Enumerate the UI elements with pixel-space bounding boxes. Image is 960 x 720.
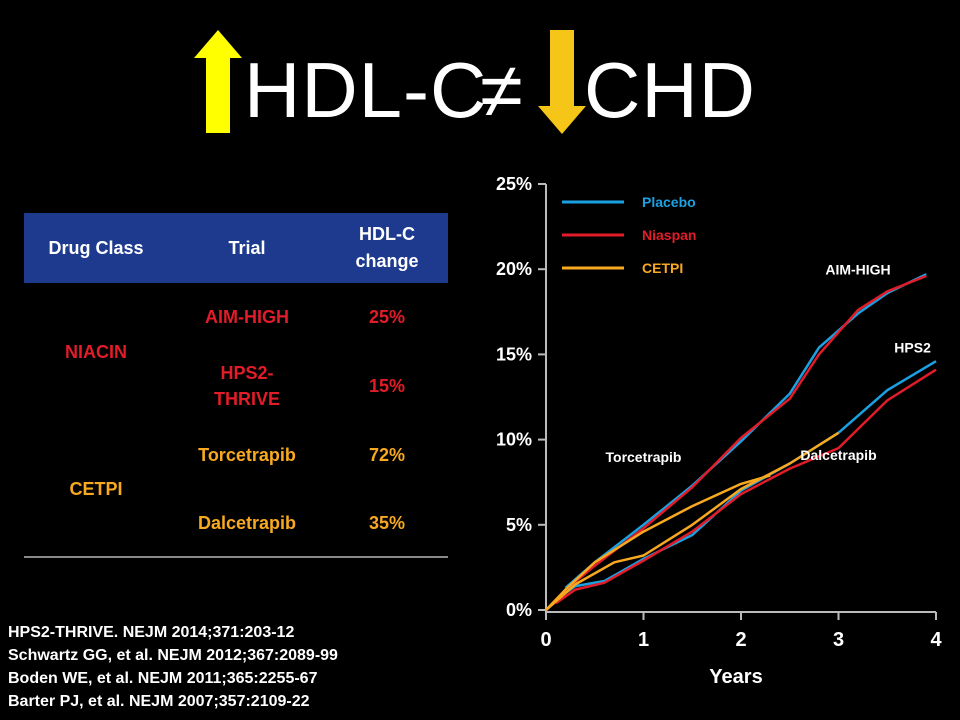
y-tick-label: 5% [506, 515, 532, 535]
drug-class-niacin: NIACIN [65, 342, 127, 362]
chart-annotation: HPS2 [894, 340, 931, 356]
series-line [555, 368, 937, 605]
y-tick-label: 25% [496, 174, 532, 194]
reference-line: HPS2-THRIVE. NEJM 2014;371:203-12 [8, 624, 295, 641]
down-arrow-icon [538, 30, 586, 134]
x-tick-label: 3 [833, 629, 844, 651]
table-row: Dalcetrapib 35% [24, 489, 448, 557]
change-cell: 15% [368, 376, 406, 396]
reference-line: Schwartz GG, et al. NEJM 2012;367:2089-9… [8, 647, 338, 664]
table-row: NIACIN AIM-HIGH 25% [24, 283, 448, 362]
chart-annotations: AIM-HIGH HPS2 Torcetrapib Dalcetrapib [606, 261, 932, 464]
trial-cell: AIM-HIGH [205, 307, 289, 327]
up-arrow-icon [194, 30, 242, 133]
chart-annotation: Dalcetrapib [800, 447, 876, 463]
y-tick-label: 15% [496, 344, 532, 364]
x-axis-label: Years [709, 666, 762, 688]
change-cell: 35% [368, 512, 406, 533]
chart-ticks: 0% 5% 10% 15% 20% 25% 0 1 2 3 4 [496, 174, 942, 651]
chart-legend: Placebo Niaspan CETPI [562, 194, 696, 276]
table-row: CETPI Torcetrapib 72% [24, 421, 448, 499]
trial-cell: Dalcetrapib [197, 512, 297, 533]
line-chart: 0% 5% 10% 15% 20% 25% 0 1 2 3 4 Placebo Niaspan CETP… [496, 174, 942, 688]
trial-cell: Torcetrapib [198, 445, 296, 465]
change-cell: 72% [368, 445, 406, 465]
title-hdl: HDL-C [244, 46, 488, 134]
header-hdl-change: HDL-C change [355, 224, 419, 271]
chart-annotation: AIM-HIGH [825, 261, 890, 277]
table-row: HPS2-THRIVE 15% [24, 351, 448, 421]
y-tick-label: 0% [506, 600, 532, 620]
series-line [564, 273, 927, 589]
reference-line: Barter PJ, et al. NEJM 2007;357:2109-22 [8, 693, 310, 710]
x-tick-label: 0 [540, 629, 551, 651]
header-drug-class: Drug Class [48, 237, 144, 258]
x-tick-label: 4 [930, 629, 942, 651]
chart-series [545, 273, 937, 611]
up-arrow-shape [194, 30, 242, 133]
legend-label: Placebo [642, 194, 696, 210]
y-tick-label: 20% [496, 259, 532, 279]
legend-label: Niaspan [642, 227, 696, 243]
chart-annotation: Torcetrapib [606, 449, 682, 465]
x-tick-label: 1 [638, 629, 649, 651]
change-cell: 25% [368, 307, 406, 327]
y-tick-label: 10% [496, 430, 532, 450]
reference-line: Boden WE, et al. NEJM 2011;365:2255-67 [8, 670, 318, 687]
references: HPS2-THRIVE. NEJM 2014;371:203-12 Schwar… [8, 621, 338, 713]
legend-label: CETPI [642, 260, 683, 276]
title-not-equal: ≠ [480, 46, 524, 134]
table-header-row: Drug Class Trial HDL-C change [24, 213, 448, 283]
down-arrow-shape [538, 30, 586, 134]
x-tick-label: 2 [735, 629, 746, 651]
drug-table: Drug Class Trial HDL-C change NIACIN AIM… [24, 213, 448, 558]
trial-cell: HPS2-THRIVE [213, 363, 280, 409]
series-line [545, 474, 771, 611]
header-trial: Trial [228, 237, 266, 258]
drug-class-cetpi: CETPI [69, 478, 123, 499]
series-line [545, 431, 840, 611]
title-chd: CHD [584, 46, 756, 134]
